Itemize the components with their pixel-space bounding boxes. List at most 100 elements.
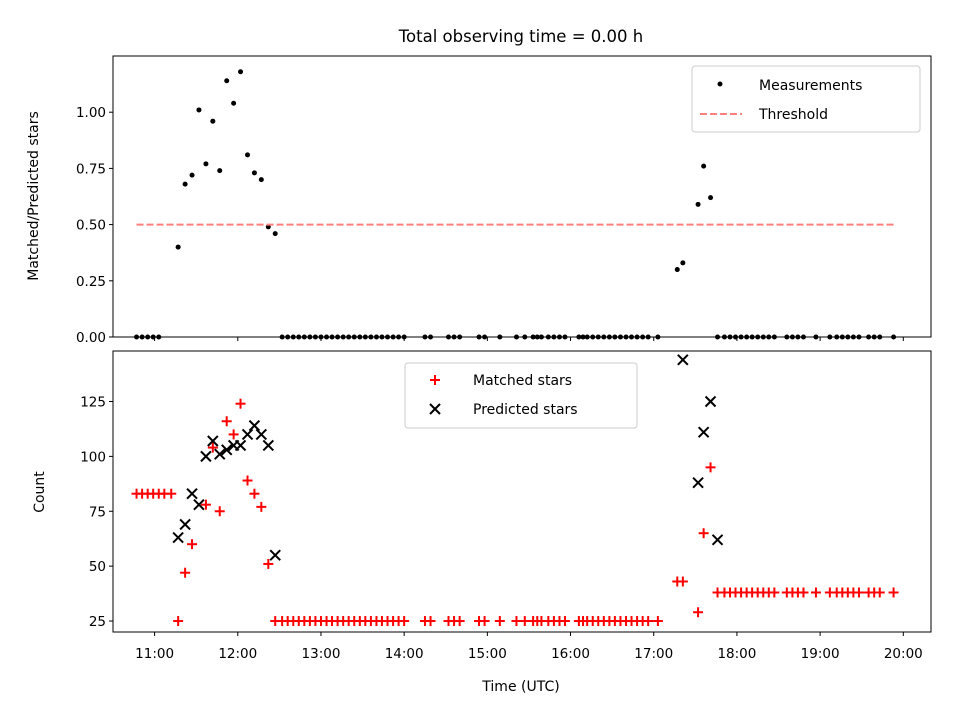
- matched-stars-point: [221, 416, 232, 427]
- matched-stars-point: [643, 616, 654, 627]
- legend-matched-marker: [430, 375, 440, 385]
- measurement-point: [590, 334, 596, 340]
- measurement-point: [556, 334, 562, 340]
- predicted-stars-point: [248, 419, 261, 432]
- matched-stars-point: [228, 429, 239, 440]
- measurement-point: [139, 334, 145, 340]
- matched-stars-point: [652, 616, 663, 627]
- matched-stars-point: [256, 501, 267, 512]
- predicted-stars-point: [704, 395, 717, 408]
- matched-stars-point: [769, 587, 780, 598]
- measurement-point: [850, 334, 856, 340]
- measurement-point: [285, 334, 291, 340]
- measurement-point: [727, 334, 733, 340]
- measurement-point: [251, 170, 257, 176]
- predicted-stars-point: [255, 428, 268, 441]
- ratio-y-tick-label: 0.50: [76, 218, 106, 234]
- legend-measurements-label: Measurements: [759, 78, 862, 94]
- measurement-point: [210, 118, 216, 124]
- measurement-point: [839, 334, 845, 340]
- measurement-point: [871, 334, 877, 340]
- matched-stars-point: [677, 576, 688, 587]
- count-x-axis: 11:00 12:00 13:00 14:00 15:00 16:00 17:00 18:00…: [135, 632, 923, 662]
- matched-stars-point: [242, 475, 253, 486]
- measurement-point: [576, 334, 582, 340]
- count-x-tick-label: 18:00: [717, 646, 756, 662]
- count-series: [131, 354, 899, 627]
- measurement-point: [580, 334, 586, 340]
- measurement-point: [346, 334, 352, 340]
- measurement-point: [134, 334, 140, 340]
- legend-predicted-label: Predicted stars: [473, 402, 578, 418]
- measurement-point: [695, 201, 701, 207]
- measurement-point: [385, 334, 391, 340]
- measurement-point: [312, 334, 318, 340]
- measurement-point: [428, 334, 434, 340]
- measurement-point: [721, 334, 727, 340]
- measurement-point: [245, 152, 251, 158]
- measurement-point: [272, 231, 278, 237]
- measurement-point: [318, 334, 324, 340]
- measurement-point: [738, 334, 744, 340]
- count-legend: Matched stars Predicted stars: [404, 362, 638, 429]
- measurement-point: [476, 334, 482, 340]
- predicted-stars-point: [172, 531, 184, 544]
- count-x-tick-label: 13:00: [302, 646, 341, 662]
- measurement-point: [562, 334, 568, 340]
- matched-stars-point: [214, 506, 225, 517]
- measurement-point: [513, 334, 519, 340]
- count-panel: 25 50 75 100 125 11:00 12:00 13:00 14:00 15:00 16…: [32, 350, 932, 695]
- ratio-y-axis-label: Matched/Predicted stars: [26, 111, 42, 281]
- measurement-point: [680, 260, 686, 266]
- count-y-tick-label: 25: [89, 614, 106, 630]
- measurement-point: [800, 334, 806, 340]
- matched-stars-point: [693, 607, 704, 618]
- measurement-point: [457, 334, 463, 340]
- legend-matched-label: Matched stars: [473, 373, 572, 389]
- measurement-point: [655, 334, 661, 340]
- measurement-point: [258, 177, 264, 183]
- matched-stars-point: [454, 616, 465, 627]
- measurement-point: [827, 334, 833, 340]
- predicted-stars-point: [697, 426, 710, 438]
- measurement-point: [744, 334, 750, 340]
- matched-stars-point: [263, 558, 274, 569]
- legend-predicted-marker: [429, 403, 441, 415]
- legend-threshold-label: Threshold: [758, 107, 828, 123]
- measurement-point: [771, 334, 777, 340]
- predicted-stars-point: [221, 444, 233, 456]
- ratio-y-tick-label: 0.75: [76, 161, 106, 177]
- measurement-point: [196, 107, 202, 113]
- measurement-point: [640, 334, 646, 340]
- count-y-axis: 25 50 75 100 125: [80, 394, 113, 630]
- legend-measurements-marker: [717, 81, 723, 87]
- predicted-stars-point: [711, 534, 724, 546]
- measurement-point: [203, 161, 209, 167]
- measurement-point: [182, 181, 188, 187]
- measurement-point: [674, 267, 680, 273]
- measurement-point: [601, 334, 607, 340]
- measurement-point: [708, 195, 714, 201]
- measurement-point: [217, 168, 223, 174]
- matched-stars-point: [810, 587, 821, 598]
- measurement-point: [766, 334, 772, 340]
- measurement-point: [606, 334, 612, 340]
- predicted-stars-point: [186, 487, 198, 500]
- count-x-tick-label: 15:00: [468, 646, 507, 662]
- matched-stars-point: [173, 616, 184, 627]
- measurement-point: [145, 334, 151, 340]
- count-y-tick-label: 75: [89, 504, 106, 520]
- matched-stars-point: [249, 488, 260, 499]
- count-x-tick-label: 11:00: [135, 646, 174, 662]
- measurement-point: [482, 334, 488, 340]
- ratio-panel: 0.00 0.25 0.50 0.75 1.00 Matched/Predicted s…: [26, 55, 932, 346]
- measurement-point: [231, 100, 237, 106]
- measurement-point: [595, 334, 601, 340]
- measurement-point: [634, 334, 640, 340]
- measurement-point: [373, 334, 379, 340]
- measurement-point: [301, 334, 307, 340]
- measurement-point: [224, 78, 230, 84]
- matched-stars-point: [698, 528, 709, 539]
- measurement-point: [760, 334, 766, 340]
- measurement-point: [845, 334, 851, 340]
